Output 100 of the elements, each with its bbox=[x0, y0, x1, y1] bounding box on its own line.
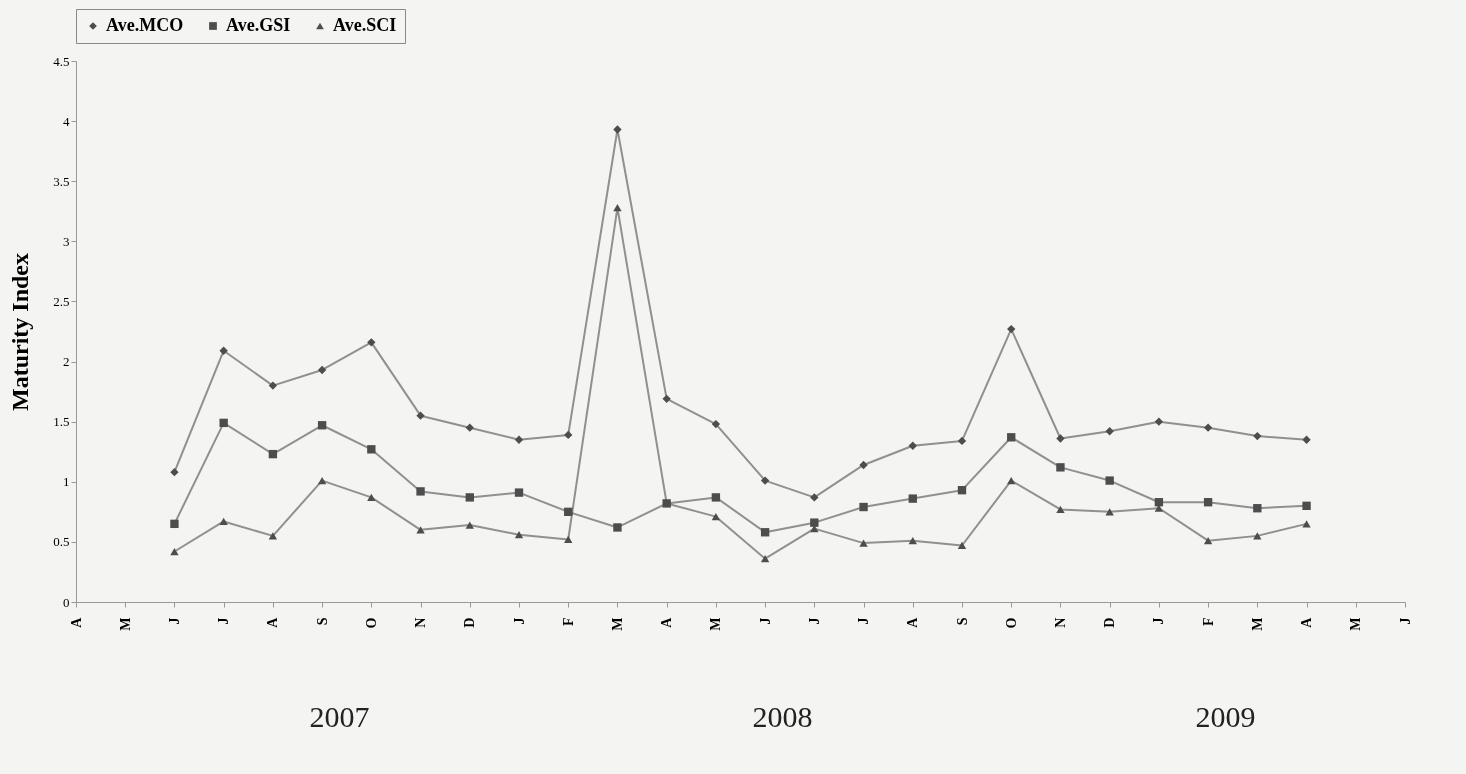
point bbox=[760, 555, 770, 563]
point bbox=[859, 502, 868, 512]
x-tick-label: S bbox=[954, 617, 970, 626]
point bbox=[711, 513, 721, 521]
point bbox=[219, 418, 228, 428]
point bbox=[711, 419, 721, 429]
x-tick-label: O bbox=[1003, 617, 1019, 629]
point bbox=[514, 488, 524, 497]
x-tick-label: N bbox=[413, 617, 429, 628]
point bbox=[957, 486, 967, 495]
point bbox=[1253, 504, 1262, 513]
point bbox=[317, 476, 327, 485]
point bbox=[317, 365, 327, 375]
point bbox=[514, 435, 524, 444]
x-tick-label: A bbox=[68, 616, 84, 628]
point bbox=[1105, 476, 1114, 485]
point bbox=[859, 460, 868, 470]
point bbox=[317, 421, 327, 430]
point bbox=[810, 525, 819, 533]
x-tick-label: M bbox=[609, 617, 625, 631]
point bbox=[1253, 532, 1262, 540]
point bbox=[1302, 501, 1311, 511]
y-axis-title: Maturity Index bbox=[7, 253, 34, 411]
point bbox=[268, 532, 278, 540]
point bbox=[416, 411, 425, 420]
point bbox=[170, 547, 179, 556]
point bbox=[416, 487, 425, 496]
point bbox=[613, 125, 622, 134]
x-tick-label: J bbox=[757, 617, 773, 625]
point bbox=[465, 493, 474, 502]
legend-label: Ave.SCI bbox=[333, 15, 397, 35]
x-tick-label: J bbox=[1397, 617, 1413, 625]
point bbox=[1056, 505, 1065, 514]
x-tick-label: F bbox=[1200, 617, 1216, 627]
y-tick-label: 2 bbox=[63, 354, 70, 370]
point bbox=[219, 517, 228, 526]
point bbox=[711, 493, 721, 502]
legend-label: Ave.MCO bbox=[106, 15, 184, 35]
point bbox=[760, 528, 770, 537]
point bbox=[514, 531, 524, 539]
x-tick-label: A bbox=[265, 616, 281, 628]
x-tick-label: J bbox=[216, 617, 232, 625]
x-tick-label: A bbox=[659, 616, 675, 628]
y-tick-label: 1.5 bbox=[53, 414, 70, 430]
text: 2008 bbox=[752, 700, 813, 734]
point bbox=[1056, 434, 1065, 443]
x-tick-label: J bbox=[511, 617, 527, 625]
x-tick-label: J bbox=[1151, 617, 1167, 625]
point bbox=[810, 493, 819, 502]
x-tick-label: M bbox=[1348, 617, 1364, 631]
point bbox=[908, 537, 917, 545]
point bbox=[1105, 427, 1114, 436]
x-tick-label: A bbox=[905, 616, 921, 628]
text: 2009 bbox=[1195, 700, 1256, 734]
x-tick-label: S bbox=[314, 617, 330, 626]
point bbox=[760, 476, 770, 485]
point bbox=[465, 423, 474, 432]
y-tick-label: 0.5 bbox=[53, 534, 70, 550]
point bbox=[810, 518, 819, 527]
y-tick-label: 4 bbox=[63, 113, 70, 129]
point bbox=[957, 541, 967, 550]
x-tick-label: M bbox=[708, 617, 724, 631]
x-tick-label: M bbox=[1249, 617, 1265, 631]
x-tick-label: F bbox=[560, 617, 576, 627]
point bbox=[1203, 498, 1213, 507]
point bbox=[219, 346, 228, 355]
point bbox=[613, 204, 622, 212]
y-tick-label: 4.5 bbox=[53, 53, 70, 69]
point bbox=[367, 493, 376, 502]
y-tick-label: 3.5 bbox=[53, 173, 70, 189]
x-tick-label: J bbox=[806, 617, 822, 625]
point bbox=[908, 441, 917, 450]
point bbox=[564, 430, 573, 440]
x-tick-label: D bbox=[462, 617, 478, 628]
point bbox=[1302, 520, 1311, 528]
point bbox=[613, 523, 622, 532]
text: 2007 bbox=[309, 700, 370, 734]
point bbox=[465, 521, 474, 529]
point bbox=[859, 539, 868, 547]
point bbox=[367, 338, 376, 347]
legend-label: Ave.GSI bbox=[226, 15, 291, 35]
point bbox=[1007, 476, 1016, 485]
point bbox=[1056, 463, 1065, 472]
point bbox=[1302, 435, 1311, 444]
point bbox=[1253, 431, 1262, 441]
y-tick-label: 3 bbox=[63, 233, 70, 249]
point bbox=[170, 467, 179, 477]
x-tick-label: J bbox=[856, 617, 872, 625]
point bbox=[367, 445, 376, 454]
x-tick-label: A bbox=[1299, 616, 1315, 628]
point bbox=[662, 394, 671, 404]
point bbox=[1007, 433, 1016, 442]
point bbox=[564, 535, 573, 544]
x-tick-label: M bbox=[117, 617, 133, 631]
x-tick-label: O bbox=[363, 617, 379, 629]
point bbox=[1154, 417, 1164, 426]
point bbox=[957, 436, 967, 446]
point bbox=[268, 449, 278, 459]
point bbox=[1203, 537, 1213, 545]
y-tick-label: 2.5 bbox=[53, 293, 70, 309]
